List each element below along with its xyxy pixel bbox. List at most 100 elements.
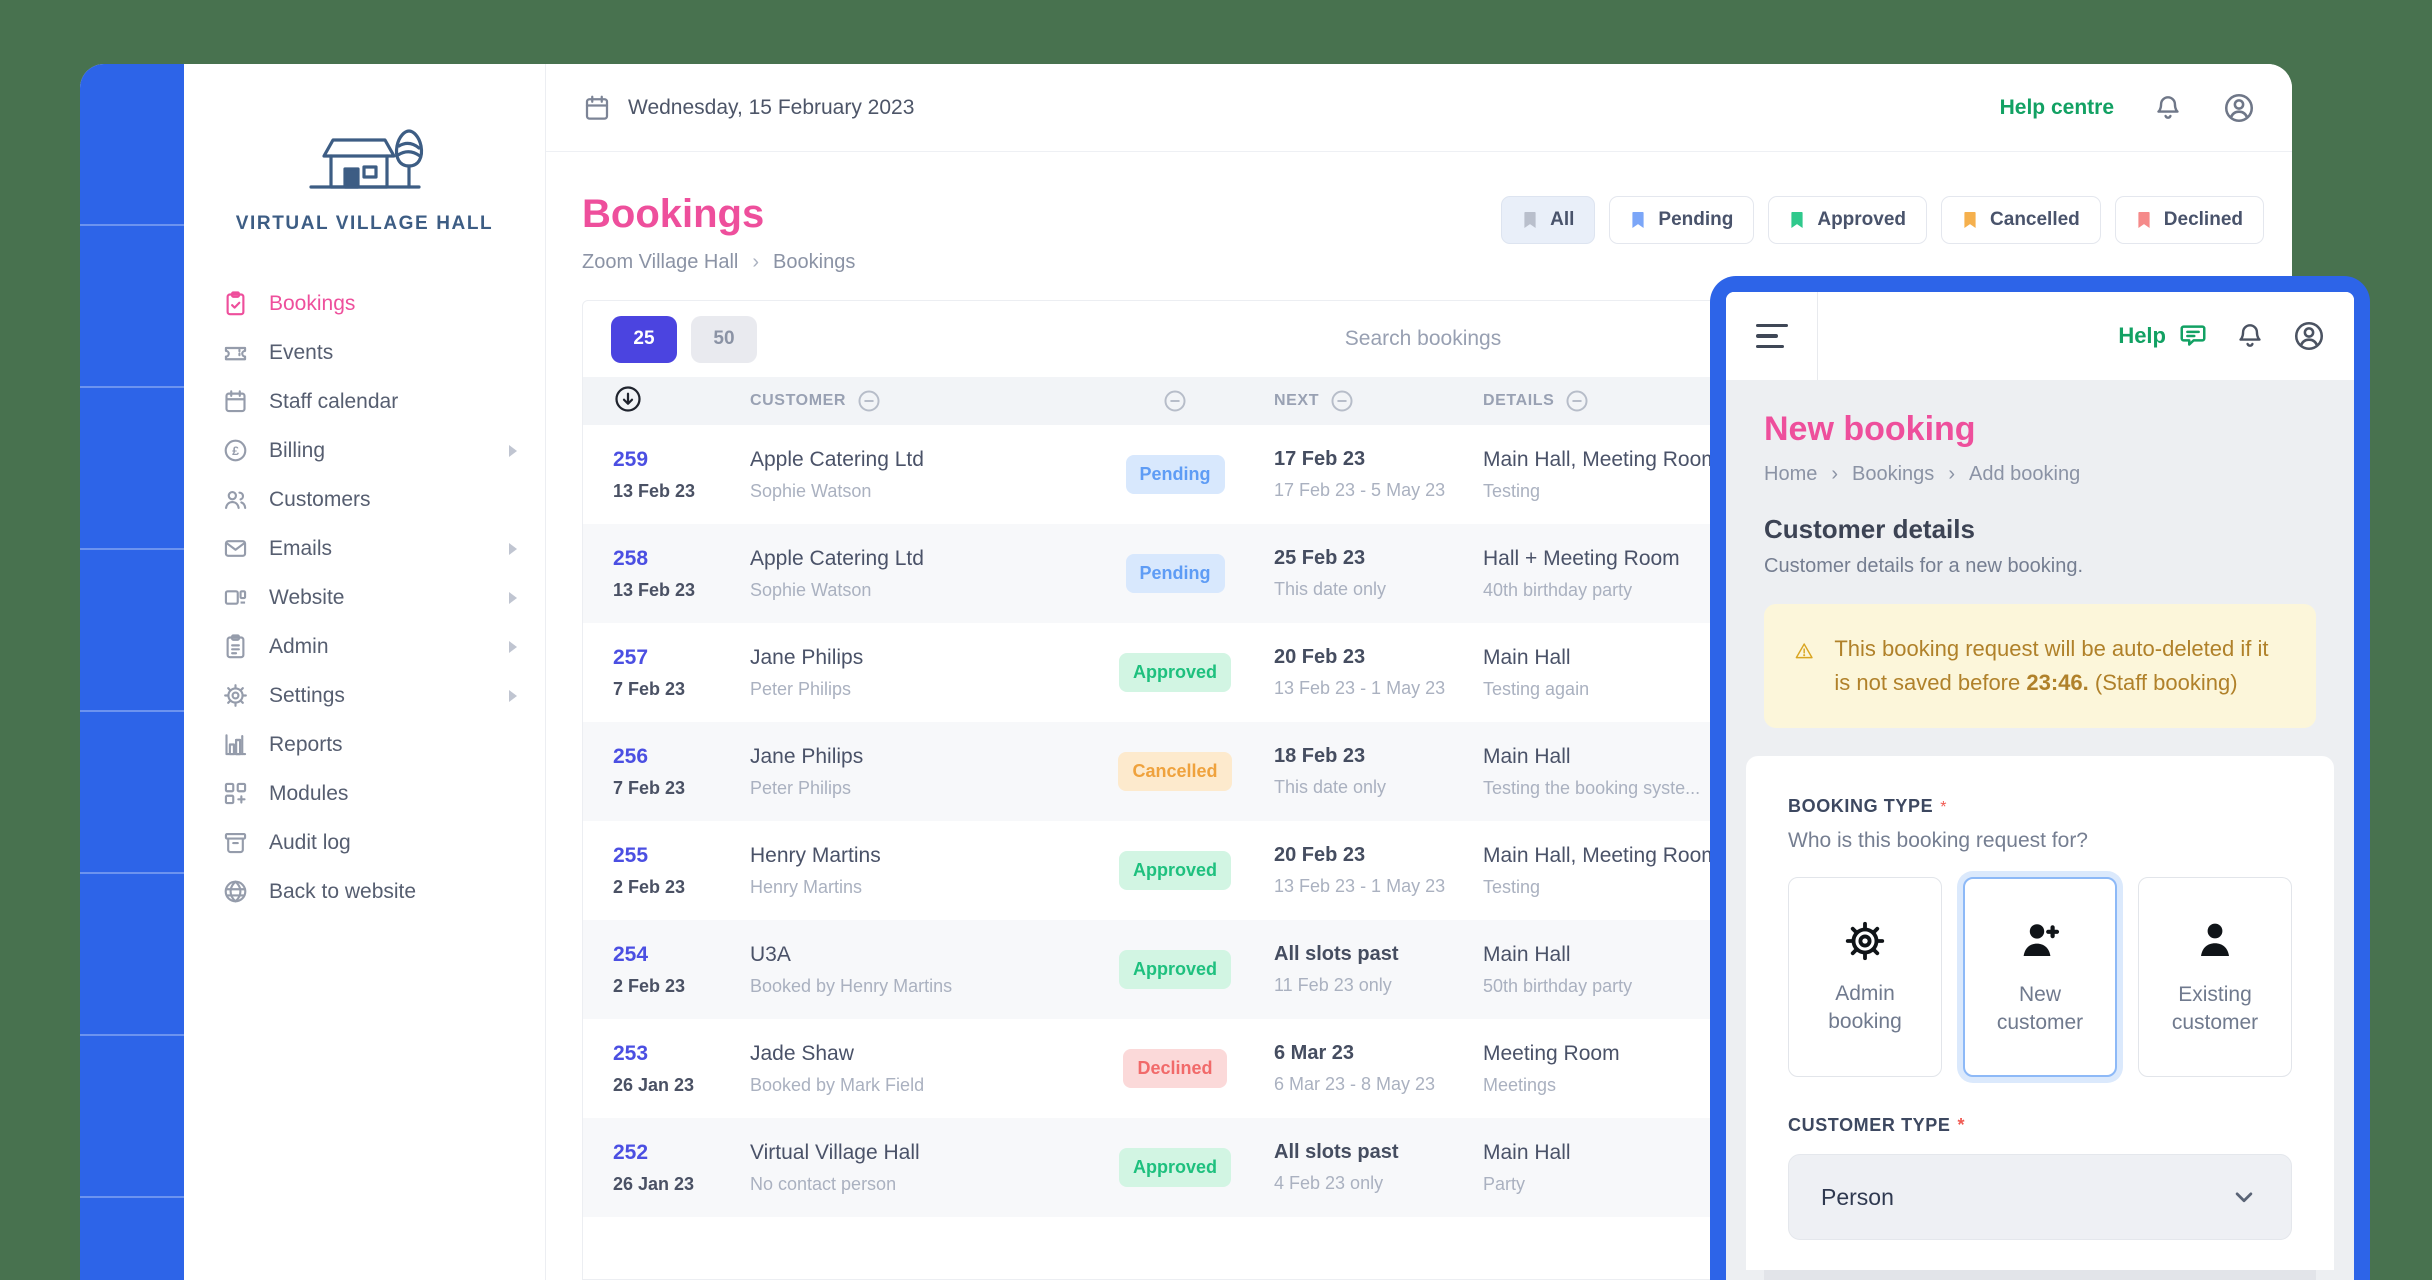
- booking-created-date: 13 Feb 23: [613, 579, 696, 600]
- contact-name: Peter Philips: [750, 678, 852, 699]
- breadcrumb-root[interactable]: Zoom Village Hall: [582, 251, 739, 273]
- customer-name: Henry Martins: [750, 843, 881, 867]
- archive-box-icon: [224, 832, 247, 854]
- sidebar-item-events[interactable]: Events: [184, 328, 545, 377]
- brand-name: VIRTUAL VILLAGE HALL: [235, 213, 494, 234]
- breadcrumb: Home › Bookings › Add booking: [1764, 463, 2316, 486]
- customer-name: Virtual Village Hall: [750, 1140, 920, 1164]
- sidebar-nav: Bookings Events Staff calendar £ Billing: [184, 279, 545, 916]
- breadcrumb: Zoom Village Hall › Bookings: [582, 251, 855, 274]
- status-badge: Declined: [1123, 1049, 1227, 1088]
- customer-name: Apple Catering Ltd: [750, 546, 924, 570]
- option-label: Admin booking: [1828, 981, 1902, 1034]
- page-size-25-button[interactable]: 25: [611, 315, 677, 363]
- next-range: 17 Feb 23 - 5 May 23: [1274, 480, 1446, 500]
- sidebar-item-bookings[interactable]: Bookings: [184, 279, 545, 328]
- sidebar-item-audit-log[interactable]: Audit log: [184, 818, 545, 867]
- option-new-customer[interactable]: New customer: [1963, 877, 2117, 1078]
- required-asterisk: *: [1957, 1115, 1966, 1136]
- sidebar-item-admin[interactable]: Admin: [184, 622, 545, 671]
- sidebar-item-label: Website: [269, 585, 345, 609]
- sidebar-item-website[interactable]: Website: [184, 573, 545, 622]
- option-label: New customer: [1996, 982, 2084, 1035]
- filter-label: Declined: [2163, 209, 2243, 230]
- required-asterisk: *: [1940, 799, 1947, 817]
- chevron-down-icon: [2235, 1192, 2253, 1203]
- breadcrumb-bookings[interactable]: Bookings: [1852, 463, 1935, 485]
- booking-id[interactable]: 253: [613, 1041, 649, 1065]
- option-admin-booking[interactable]: Admin booking: [1788, 877, 1942, 1078]
- warning-text-pre: This booking request will be auto-delete…: [1834, 636, 2269, 696]
- gear-icon: [1845, 921, 1885, 961]
- customer-type-select[interactable]: Person: [1788, 1154, 2292, 1241]
- filter-approved[interactable]: Approved: [1768, 196, 1928, 244]
- sidebar-item-label: Back to website: [269, 879, 417, 903]
- auto-delete-warning: This booking request will be auto-delete…: [1764, 604, 2316, 729]
- sidebar-item-modules[interactable]: Modules: [184, 769, 545, 818]
- booking-type-question: Who is this booking request for?: [1788, 829, 2088, 853]
- sidebar-item-staff-calendar[interactable]: Staff calendar: [184, 377, 545, 426]
- minus-circle-icon[interactable]: [1564, 388, 1590, 414]
- booking-id[interactable]: 257: [613, 645, 649, 669]
- search-input[interactable]: [1201, 326, 1645, 352]
- minus-circle-icon[interactable]: [1329, 388, 1355, 414]
- booking-type-options: Admin booking New customer Existing cust…: [1788, 877, 2292, 1078]
- user-avatar-icon[interactable]: [2222, 91, 2256, 125]
- filter-pending[interactable]: Pending: [1609, 196, 1755, 244]
- sidebar-item-label: Events: [269, 340, 334, 364]
- next-range: This date only: [1274, 777, 1387, 797]
- user-avatar-icon[interactable]: [2292, 319, 2326, 353]
- booking-id[interactable]: 256: [613, 744, 649, 768]
- table-row[interactable]: 259 13 Feb 23 Apple Catering Ltd Sophie Wa…: [583, 425, 2263, 524]
- sidebar-item-reports[interactable]: Reports: [184, 720, 545, 769]
- option-existing-customer[interactable]: Existing customer: [2138, 877, 2292, 1078]
- table-row[interactable]: 257 7 Feb 23 Jane Philips Peter Philips Ap…: [583, 623, 2263, 722]
- sort-arrow-down-icon[interactable]: [613, 384, 643, 414]
- sidebar-item-billing[interactable]: £ Billing: [184, 426, 545, 475]
- booking-id[interactable]: 252: [613, 1140, 649, 1164]
- table-row[interactable]: 255 2 Feb 23 Henry Martins Henry Martins A…: [583, 821, 2263, 920]
- sidebar-item-label: Billing: [269, 438, 326, 462]
- minus-circle-icon[interactable]: [856, 388, 882, 414]
- sidebar-item-back-to-website[interactable]: Back to website: [184, 867, 545, 916]
- minus-circle-icon[interactable]: [1162, 388, 1188, 414]
- bell-icon[interactable]: [2152, 92, 2184, 124]
- calendar-icon: [585, 95, 609, 120]
- chevron-right-icon: [509, 591, 517, 604]
- calendar-icon: [225, 390, 246, 413]
- sidebar-item-settings[interactable]: Settings: [184, 671, 545, 720]
- booking-id[interactable]: 255: [613, 843, 649, 867]
- warning-text: This booking request will be auto-delete…: [1834, 632, 2286, 700]
- sidebar-item-customers[interactable]: Customers: [184, 475, 545, 524]
- mobile-topbar-actions: Help: [2118, 319, 2354, 353]
- help-centre-link[interactable]: Help centre: [1999, 95, 2114, 119]
- filter-declined[interactable]: Declined: [2114, 196, 2264, 244]
- next-range: 4 Feb 23 only: [1274, 1173, 1384, 1193]
- person-plus-icon: [2023, 924, 2060, 956]
- customer-type-label: CUSTOMER TYPE *: [1788, 1115, 2292, 1136]
- svg-text:£: £: [232, 444, 239, 458]
- breadcrumb-home[interactable]: Home: [1764, 463, 1818, 485]
- filter-label: Approved: [1817, 209, 1907, 230]
- table-row[interactable]: 253 26 Jan 23 Jade Shaw Booked by Mark Fie…: [583, 1019, 2263, 1118]
- booking-created-date: 26 Jan 23: [613, 1074, 695, 1095]
- booking-id[interactable]: 259: [613, 447, 649, 471]
- help-link[interactable]: Help: [2118, 321, 2208, 351]
- next-range: 6 Mar 23 - 8 May 23: [1274, 1074, 1436, 1094]
- bookmark-icon: [1791, 212, 1803, 228]
- sidebar-item-emails[interactable]: Emails: [184, 524, 545, 573]
- mobile-new-booking-page: New booking Home › Bookings › Add bookin…: [1726, 380, 2354, 1280]
- booking-id[interactable]: 258: [613, 546, 649, 570]
- current-date: Wednesday, 15 February 2023: [582, 93, 914, 123]
- filter-all[interactable]: All: [1501, 196, 1596, 244]
- page-size-50-button[interactable]: 50: [691, 315, 757, 363]
- booking-id[interactable]: 254: [613, 942, 649, 966]
- filter-cancelled[interactable]: Cancelled: [1941, 196, 2101, 244]
- contact-name: Sophie Watson: [750, 480, 872, 501]
- menu-hamburger-icon[interactable]: [1726, 292, 1818, 380]
- sidebar-accent-strip: [80, 64, 184, 1280]
- bell-icon[interactable]: [2234, 320, 2266, 352]
- mobile-preview-frame: Help New booking Home › Bookings › Add b…: [1710, 276, 2370, 1280]
- phone-bottom-bar: [1764, 1270, 2316, 1280]
